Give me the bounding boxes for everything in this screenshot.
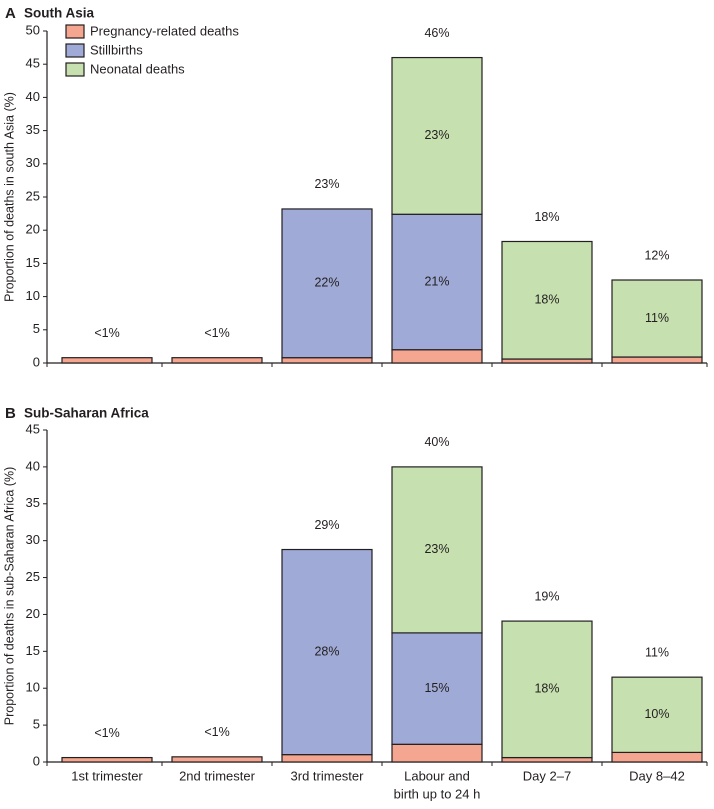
bar-neonatal-3 bbox=[391, 466, 483, 634]
bar-pregnancy-5 bbox=[611, 356, 703, 364]
y-tick-label: 45 bbox=[26, 421, 40, 436]
panel-letter: B bbox=[5, 405, 16, 422]
bar-stillbirth-2 bbox=[281, 548, 373, 756]
bar-pregnancy-3 bbox=[391, 349, 483, 364]
bar-stillbirth-2 bbox=[281, 208, 373, 359]
y-axis-title: Proportion of deaths in sub-Saharan Afri… bbox=[2, 467, 16, 725]
y-tick-label: 30 bbox=[26, 532, 40, 547]
x-category-label: Day 2–7 bbox=[523, 768, 571, 783]
total-label: 12% bbox=[644, 248, 669, 262]
total-label: <1% bbox=[204, 326, 229, 340]
x-category-label: 3rd trimester bbox=[291, 768, 365, 783]
segment-label: 15% bbox=[424, 681, 449, 695]
bar-neonatal-4 bbox=[501, 240, 593, 360]
bar-pregnancy-1 bbox=[171, 357, 263, 364]
bar-pregnancy-3 bbox=[391, 743, 483, 763]
bar-pregnancy-2 bbox=[281, 754, 373, 763]
y-tick-label: 20 bbox=[26, 606, 40, 621]
x-category-label: 2nd trimester bbox=[179, 768, 256, 783]
segment-label: 18% bbox=[534, 293, 559, 307]
y-tick-label: 40 bbox=[26, 89, 40, 104]
total-label: 40% bbox=[424, 435, 449, 449]
y-tick-label: 15 bbox=[26, 255, 40, 270]
panel-letter: A bbox=[5, 5, 16, 22]
legend-swatch-pregnancy bbox=[65, 24, 85, 39]
total-label: <1% bbox=[94, 726, 119, 740]
segment-label: 21% bbox=[424, 274, 449, 288]
bar-pregnancy-0 bbox=[61, 756, 153, 763]
panel-title: Sub-Saharan Africa bbox=[24, 406, 149, 421]
y-tick-label: 25 bbox=[26, 188, 40, 203]
y-tick-label: 35 bbox=[26, 122, 40, 137]
x-category-label: Labour and bbox=[404, 768, 470, 783]
bar-pregnancy-1 bbox=[171, 756, 263, 763]
bar-neonatal-5 bbox=[611, 279, 703, 358]
panel-b: B Sub-Saharan Africa Proportion of deaths … bbox=[2, 405, 708, 801]
x-category-label: Day 8–42 bbox=[629, 768, 685, 783]
segment-label: 18% bbox=[534, 682, 559, 696]
y-tick-label: 10 bbox=[26, 680, 40, 695]
x-category-label-line2: birth up to 24 h bbox=[394, 786, 481, 801]
y-axis-title: Proportion of deaths in south Asia (%) bbox=[2, 92, 16, 302]
y-tick-label: 0 bbox=[33, 753, 40, 768]
segment-label: 22% bbox=[314, 276, 339, 290]
y-tick-label: 25 bbox=[26, 569, 40, 584]
legend-swatch-neonatal bbox=[65, 62, 85, 77]
bar-pregnancy-2 bbox=[281, 357, 373, 364]
segment-label: 23% bbox=[424, 542, 449, 556]
segment-label: 28% bbox=[314, 644, 339, 658]
bar-neonatal-3 bbox=[391, 56, 483, 215]
total-label: <1% bbox=[94, 326, 119, 340]
x-category-label: 1st trimester bbox=[71, 768, 143, 783]
total-label: <1% bbox=[204, 725, 229, 739]
y-tick-label: 5 bbox=[33, 717, 40, 732]
bar-pregnancy-5 bbox=[611, 751, 703, 763]
bar-neonatal-4 bbox=[501, 620, 593, 759]
total-label: 11% bbox=[645, 645, 669, 659]
y-tick-label: 40 bbox=[26, 458, 40, 473]
segment-label: 23% bbox=[424, 128, 449, 142]
y-tick-label: 10 bbox=[26, 288, 40, 303]
y-tick-label: 0 bbox=[33, 354, 40, 369]
legend-label-neonatal: Neonatal deaths bbox=[90, 61, 185, 76]
legend-label-pregnancy: Pregnancy-related deaths bbox=[90, 23, 239, 38]
total-label: 19% bbox=[534, 589, 559, 603]
y-tick-label: 50 bbox=[26, 22, 40, 37]
legend-swatch-stillbirth bbox=[65, 43, 85, 58]
bar-stillbirth-3 bbox=[391, 213, 483, 351]
segment-label: 10% bbox=[644, 707, 669, 721]
panel-title: South Asia bbox=[24, 6, 94, 21]
total-label: 46% bbox=[424, 26, 449, 40]
bar-neonatal-5 bbox=[611, 676, 703, 754]
segment-label: 11% bbox=[645, 311, 669, 325]
y-tick-label: 20 bbox=[26, 222, 40, 237]
total-label: 29% bbox=[314, 518, 339, 532]
chart-layer: A South Asia Proportion of deaths in south… bbox=[2, 5, 708, 801]
y-tick-label: 45 bbox=[26, 56, 40, 71]
bar-pregnancy-4 bbox=[501, 756, 593, 763]
bar-stillbirth-3 bbox=[391, 632, 483, 745]
y-tick-label: 15 bbox=[26, 643, 40, 658]
total-label: 23% bbox=[314, 177, 339, 191]
y-tick-label: 5 bbox=[33, 321, 40, 336]
legend: Pregnancy-related deaths Stillbirths Neona… bbox=[65, 23, 239, 77]
y-tick-label: 35 bbox=[26, 495, 40, 510]
y-tick-label: 30 bbox=[26, 155, 40, 170]
panel-a: A South Asia Proportion of deaths in south… bbox=[2, 5, 708, 369]
legend-label-stillbirth: Stillbirths bbox=[90, 42, 143, 57]
bar-pregnancy-0 bbox=[61, 357, 153, 364]
total-label: 18% bbox=[534, 210, 559, 224]
